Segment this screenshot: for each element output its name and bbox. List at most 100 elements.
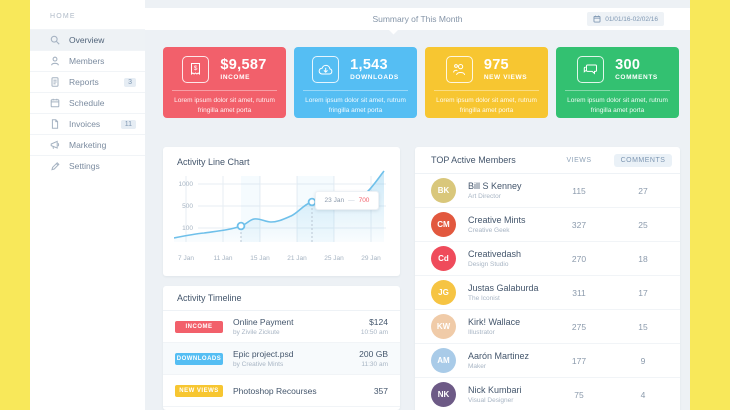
summary-header: Summary of This Month 01/01/16-02/02/16 [145,8,690,35]
comments-icon [577,56,605,83]
member-role: Illustrator [468,329,495,336]
chart-point-13jan[interactable] [236,221,246,231]
page-title: Summary of This Month [372,14,463,24]
sidebar-item-label: Overview [69,35,105,45]
member-views: 177 [571,355,587,366]
avatar: KW [431,314,456,339]
member-role: Visual Designer [468,397,514,404]
main-area: Summary of This Month 01/01/16-02/02/16 … [145,0,690,410]
sidebar-item-members[interactable]: Members [30,50,145,71]
activity-line-chart-panel: Activity Line Chart [163,147,400,277]
member-row-creative-mints[interactable]: CM Creative Mints Creative Geek 327 25 [415,208,680,242]
tooltip-date: 23 Jan [324,197,345,204]
member-views: 275 [571,321,587,332]
top-active-members-panel: TOP Active Members VIEWS COMMENTS BK Bil… [415,147,680,410]
left-column: Activity Line Chart [163,147,400,410]
member-name: Aarón Martinez [468,351,530,361]
app-window: HOME Overview Members Reports 3 [30,0,690,410]
tooltip-dash: — [348,197,355,204]
y-tick-100: 100 [182,225,193,232]
avatar: AM [431,348,456,373]
svg-text:$: $ [194,65,198,72]
member-role: Art Director [468,193,501,200]
sidebar-item-settings[interactable]: Settings [30,155,145,176]
member-info: Creative Mints Creative Geek [468,215,550,234]
timeline-row-right: 200 GB 11:30 am [359,349,388,368]
timeline-row-main: Epic project.psd by Creative Mints [233,349,359,368]
x-tick-25jan: 25 Jan [324,255,344,262]
timeline-row-title: Online Payment [233,317,294,328]
search-icon [50,35,60,45]
member-comments: 17 [638,287,648,298]
members-header: TOP Active Members VIEWS COMMENTS [415,147,680,174]
sidebar-item-marketing[interactable]: Marketing [30,134,145,155]
lower-content: Activity Line Chart [163,147,680,410]
calendar-icon [593,15,601,23]
new-views-value: 975 [483,56,509,73]
card-divider [565,90,670,91]
chart-tooltip: 23 Jan — 700 [315,191,379,210]
date-range-picker[interactable]: 01/01/16-02/02/16 [587,12,664,26]
sidebar-item-label: Members [69,56,105,66]
member-row-justas-galaburda[interactable]: JG Justas Galaburda The Iconist 311 17 [415,276,680,310]
card-figures: 975 NEW VIEWS [484,58,527,82]
sidebar-item-invoices[interactable]: Invoices 11 [30,113,145,134]
member-views: 327 [571,219,587,230]
avatar: CM [431,212,456,237]
timeline-row-value: 357 [373,385,388,396]
content: $ $9,587 INCOME Lorem ipsum dolor sit am… [145,30,690,410]
timeline-row-time: 11:30 am [361,361,388,369]
member-info: Aarón Martinez Maker [468,351,550,370]
comments-column-header-selected[interactable]: COMMENTS [614,153,672,167]
reports-count-badge: 3 [124,77,136,87]
x-tick-11jan: 11 Jan [213,255,232,262]
downloads-badge: DOWNLOADS [175,352,223,365]
member-role: Creative Geek [468,227,510,234]
invoices-count-badge: 11 [120,119,136,129]
timeline-row-value: $124 [369,317,388,328]
sidebar-item-label: Schedule [69,98,105,108]
card-top: 300 COMMENTS [565,56,670,83]
timeline-row-title: Epic project.psd [233,349,294,360]
sidebar-item-overview[interactable]: Overview [30,29,145,50]
member-row-aaron-martinez[interactable]: AM Aarón Martinez Maker 177 9 [415,344,680,378]
member-role: Maker [468,363,487,370]
timeline-row-income[interactable]: INCOME Online Payment by Zivile Zickute … [163,311,400,344]
comments-label: COMMENTS [615,74,658,82]
card-figures: 300 COMMENTS [615,58,658,82]
y-tick-1000: 1000 [179,181,194,188]
downloads-card: 1,543 DOWNLOADS Lorem ipsum dolor sit am… [294,47,417,118]
x-tick-15jan: 15 Jan [250,255,270,262]
views-column-header[interactable]: VIEWS [566,156,592,164]
timeline-row-downloads[interactable]: DOWNLOADS Epic project.psd by Creative M… [163,343,400,376]
tooltip-value: 700 [358,197,370,204]
timeline-title: Activity Timeline [177,293,242,304]
timeline-row-new-views[interactable]: NEW VIEWS Photoshop Recourses 357 [163,375,400,408]
timeline-header: Activity Timeline [163,286,400,312]
member-name: Justas Galaburda [468,283,539,293]
member-views: 115 [572,185,586,196]
report-icon [50,77,60,87]
member-info: Nick Kumbari Visual Designer [468,385,550,404]
member-info: Bill S Kenney Art Director [468,181,550,200]
sidebar-item-reports[interactable]: Reports 3 [30,71,145,92]
card-divider [303,90,408,91]
receipt-dollar-icon: $ [182,56,210,83]
avatar: NK [431,382,456,407]
card-top: $ $9,587 INCOME [172,56,277,83]
sidebar-item-label: Settings [69,161,100,171]
avatar: Cd [431,246,456,271]
member-row-nick-kumbari[interactable]: NK Nick Kumbari Visual Designer 75 4 [415,378,680,410]
card-divider [172,90,277,91]
member-row-creativedash[interactable]: Cd Creativedash Design Studio 270 18 [415,242,680,276]
member-comments: 15 [638,321,648,332]
calendar-icon [50,98,60,108]
member-row-bill-s-kenney[interactable]: BK Bill S Kenney Art Director 115 27 [415,174,680,208]
sidebar-item-schedule[interactable]: Schedule [30,92,145,113]
stat-cards-row: $ $9,587 INCOME Lorem ipsum dolor sit am… [163,47,680,118]
timeline-row-main: Online Payment by Zivile Zickute [233,317,361,336]
date-range-value: 01/01/16-02/02/16 [605,15,658,23]
new-views-description: Lorem ipsum dolor sit amet, rutrum fring… [436,97,537,114]
card-top: 1,543 DOWNLOADS [303,56,408,83]
member-row-kirk-wallace[interactable]: KW Kirk! Wallace Illustrator 275 15 [415,310,680,344]
